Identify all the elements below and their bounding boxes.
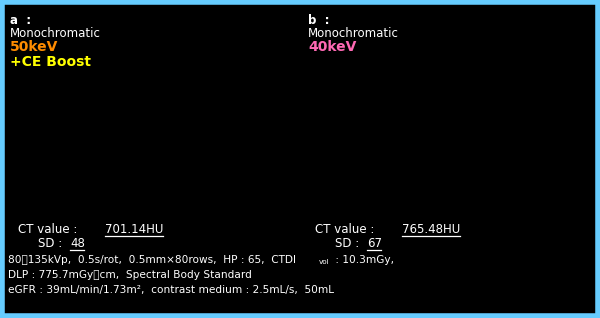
Text: +CE Boost: +CE Boost — [10, 55, 91, 69]
Text: 67: 67 — [367, 237, 382, 250]
Text: 50keV: 50keV — [10, 40, 58, 54]
Text: a  :: a : — [10, 14, 31, 27]
Text: DLP : 775.7mGy・cm,  Spectral Body Standard: DLP : 775.7mGy・cm, Spectral Body Standar… — [8, 270, 252, 280]
Text: eGFR : 39mL/min/1.73m²,  contrast medium : 2.5mL/s,  50mL: eGFR : 39mL/min/1.73m², contrast medium … — [8, 285, 334, 295]
Text: CT value :: CT value : — [315, 223, 378, 236]
Text: 80～135kVp,  0.5s/rot,  0.5mm×80rows,  HP : 65,  CTDI: 80～135kVp, 0.5s/rot, 0.5mm×80rows, HP : … — [8, 255, 296, 265]
Text: CT value :: CT value : — [18, 223, 81, 236]
Text: SD :: SD : — [335, 237, 363, 250]
Text: 765.48HU: 765.48HU — [402, 223, 460, 236]
Text: Monochromatic: Monochromatic — [308, 27, 399, 40]
Text: 48: 48 — [70, 237, 85, 250]
Text: 40keV: 40keV — [308, 40, 356, 54]
Text: b  :: b : — [308, 14, 329, 27]
Text: 701.14HU: 701.14HU — [105, 223, 163, 236]
Text: Monochromatic: Monochromatic — [10, 27, 101, 40]
Text: : 10.3mGy,: : 10.3mGy, — [332, 255, 394, 265]
Text: SD :: SD : — [38, 237, 66, 250]
Text: vol: vol — [319, 259, 329, 265]
